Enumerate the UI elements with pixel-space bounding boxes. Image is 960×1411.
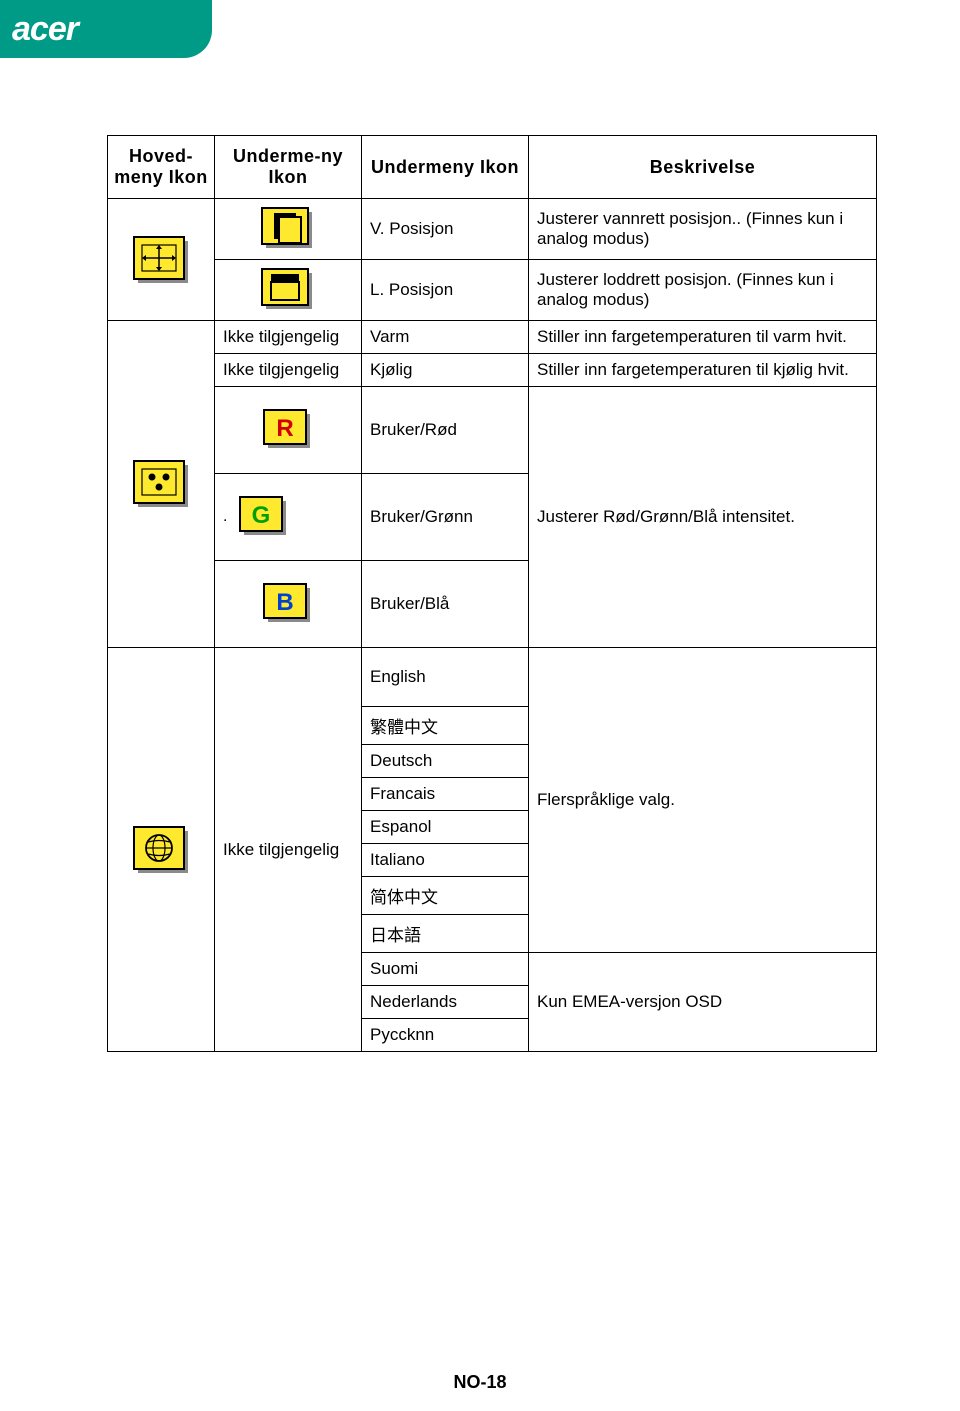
svg-text:B: B [276, 589, 293, 616]
desc-multilang: Flerspråklige valg. [529, 648, 877, 953]
label-bla: Bruker/Blå [362, 561, 529, 648]
lang-francais: Francais [362, 778, 529, 811]
globe-icon [130, 823, 192, 877]
table-header-row: Hoved-meny Ikon Underme-ny Ikon Undermen… [108, 136, 877, 199]
label-varm: Varm [362, 321, 529, 354]
header-submenu-icon: Underme-ny Ikon [215, 136, 362, 199]
color-temp-icon [130, 457, 192, 511]
lang-deutsch: Deutsch [362, 745, 529, 778]
header-description: Beskrivelse [529, 136, 877, 199]
hposition-icon [259, 205, 317, 253]
desc-vposisjon: Justerer vannrett posisjon.. (Finnes kun… [529, 199, 877, 260]
move-icon [130, 233, 192, 287]
lang-italiano: Italiano [362, 844, 529, 877]
sub-language: Ikke tilgjengelig [215, 648, 362, 1052]
lang-ja: 日本語 [362, 915, 529, 953]
dot-prefix: . [223, 508, 233, 526]
header-band: acer [0, 0, 212, 58]
label-vposisjon: V. Posisjon [362, 199, 529, 260]
label-rod: Bruker/Rød [362, 387, 529, 474]
sub-varm: Ikke tilgjengelig [215, 321, 362, 354]
table-row: Ikke tilgjengelig English Flerspråklige … [108, 648, 877, 707]
page-number: NO-18 [0, 1372, 960, 1393]
osd-table: Hoved-meny Ikon Underme-ny Ikon Undermen… [107, 135, 877, 1052]
lang-russian: Pyccknn [362, 1019, 529, 1052]
g-icon: G [237, 494, 291, 540]
label-gronn: Bruker/Grønn [362, 474, 529, 561]
lang-english: English [362, 648, 529, 707]
label-kjolig: Kjølig [362, 354, 529, 387]
label-lposisjon: L. Posisjon [362, 260, 529, 321]
lang-espanol: Espanol [362, 811, 529, 844]
svg-text:G: G [252, 502, 271, 529]
osd-table-container: Hoved-meny Ikon Underme-ny Ikon Undermen… [107, 135, 877, 1052]
sub-kjolig: Ikke tilgjengelig [215, 354, 362, 387]
table-row: R Bruker/Rød Justerer Rød/Grønn/Blå inte… [108, 387, 877, 474]
brand-logo: acer [12, 10, 78, 49]
desc-varm: Stiller inn fargetemperaturen til varm h… [529, 321, 877, 354]
table-row: Ikke tilgjengelig Kjølig Stiller inn far… [108, 354, 877, 387]
svg-text:R: R [276, 415, 293, 442]
table-row: Ikke tilgjengelig Varm Stiller inn farge… [108, 321, 877, 354]
header-submenu-label: Undermeny Ikon [362, 136, 529, 199]
b-icon: B [261, 581, 315, 627]
lang-suomi: Suomi [362, 953, 529, 986]
header-main-icon: Hoved-meny Ikon [108, 136, 215, 199]
lang-nederlands: Nederlands [362, 986, 529, 1019]
desc-emea: Kun EMEA-versjon OSD [529, 953, 877, 1052]
table-row: L. Posisjon Justerer loddrett posisjon. … [108, 260, 877, 321]
lang-zhtw: 繁體中文 [362, 707, 529, 745]
lang-zhcn: 简体中文 [362, 877, 529, 915]
desc-lposisjon: Justerer loddrett posisjon. (Finnes kun … [529, 260, 877, 321]
desc-kjolig: Stiller inn fargetemperaturen til kjølig… [529, 354, 877, 387]
desc-rgb: Justerer Rød/Grønn/Blå intensitet. [529, 387, 877, 648]
r-icon: R [261, 407, 315, 453]
table-row: V. Posisjon Justerer vannrett posisjon..… [108, 199, 877, 260]
vposition-icon [259, 266, 317, 314]
